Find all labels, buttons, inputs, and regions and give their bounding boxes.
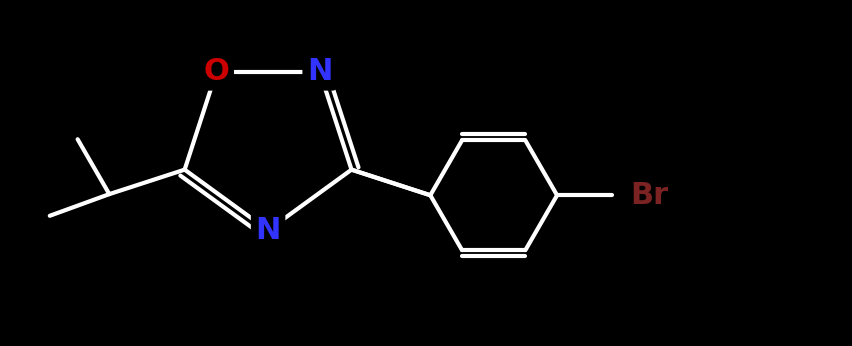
Text: Br: Br [630, 181, 667, 210]
Text: N: N [255, 216, 280, 245]
Text: N: N [307, 57, 332, 86]
Text: O: O [204, 57, 229, 86]
